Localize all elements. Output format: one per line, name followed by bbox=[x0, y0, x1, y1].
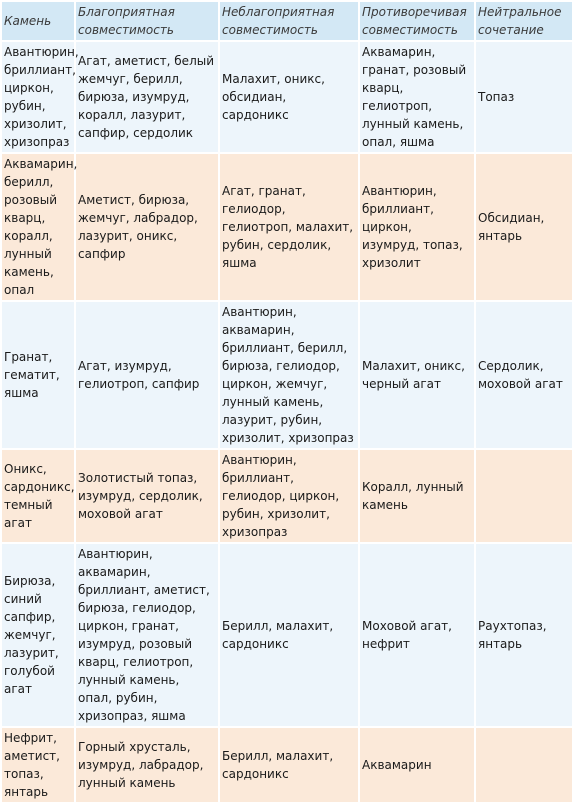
cell-stone: Авантюрин, бриллиант, циркон, рубин, хри… bbox=[2, 42, 79, 152]
cell-unfavorable: Берилл, малахит, сардоникс bbox=[220, 544, 358, 726]
cell-neutral: Раухтопаз, янтарь bbox=[476, 544, 572, 726]
cell-favorable: Горный хрусталь, изумруд, лабрадор, лунн… bbox=[76, 728, 218, 802]
cell-stone: Аквамарин, берилл, розовый кварц, коралл… bbox=[2, 154, 77, 300]
cell-neutral bbox=[476, 728, 572, 802]
cell-contradictory: Малахит, оникс, черный агат bbox=[360, 302, 474, 448]
cell-favorable: Аметист, бирюза, жемчуг, лабрадор, лазур… bbox=[76, 154, 218, 300]
header-stone: Камень bbox=[2, 2, 74, 40]
cell-unfavorable: Агат, гранат, гелиодор, гелиотроп, малах… bbox=[220, 154, 358, 300]
cell-unfavorable: Малахит, оникс, обсидиан, сардоникс bbox=[220, 42, 358, 152]
cell-contradictory: Авантюрин, бриллиант, циркон, изумруд, т… bbox=[360, 154, 474, 300]
cell-favorable: Агат, изумруд, гелиотроп, сапфир bbox=[76, 302, 218, 448]
cell-contradictory: Аквамарин, гранат, розовый кварц, гелиот… bbox=[360, 42, 474, 152]
cell-contradictory: Моховой агат, нефрит bbox=[360, 544, 474, 726]
cell-contradictory: Коралл, лунный камень bbox=[360, 450, 474, 542]
table-row: Аквамарин, берилл, розовый кварц, коралл… bbox=[2, 154, 572, 300]
header-favorable: Благоприятная совместимость bbox=[76, 2, 218, 40]
cell-favorable: Агат, аметист, белый жемчуг, берилл, бир… bbox=[76, 42, 218, 152]
cell-stone: Гранат, гематит, яшма bbox=[2, 302, 74, 448]
table-row: Гранат, гематит, яшма Агат, изумруд, гел… bbox=[2, 302, 572, 448]
cell-unfavorable: Авантюрин, аквамарин, бриллиант, берилл,… bbox=[220, 302, 358, 448]
header-row: Камень Благоприятная совместимость Небла… bbox=[2, 2, 572, 40]
cell-neutral: Сердолик, моховой агат bbox=[476, 302, 572, 448]
header-unfavorable: Неблагоприятная совместимость bbox=[220, 2, 358, 40]
table-row: Авантюрин, бриллиант, циркон, рубин, хри… bbox=[2, 42, 572, 152]
cell-stone: Оникс, сардоникс, темный агат bbox=[2, 450, 75, 542]
cell-neutral: Топаз bbox=[476, 42, 572, 152]
cell-stone: Бирюза, синий сапфир, жемчуг, лазурит, г… bbox=[2, 544, 74, 726]
header-contradictory: Противоречивая совместимость bbox=[360, 2, 474, 40]
table-row: Оникс, сардоникс, темный агат Золотистый… bbox=[2, 450, 572, 542]
cell-stone: Нефрит, аметист, топаз, янтарь bbox=[2, 728, 74, 802]
table-row: Нефрит, аметист, топаз, янтарь Горный хр… bbox=[2, 728, 572, 802]
cell-contradictory: Аквамарин bbox=[360, 728, 474, 802]
table-row: Бирюза, синий сапфир, жемчуг, лазурит, г… bbox=[2, 544, 572, 726]
cell-neutral bbox=[476, 450, 572, 542]
cell-favorable: Золотистый топаз, изумруд, сердолик, мох… bbox=[76, 450, 218, 542]
cell-unfavorable: Берилл, малахит, сардоникс bbox=[220, 728, 358, 802]
header-neutral: Нейтральное сочетание bbox=[476, 2, 572, 40]
cell-favorable: Авантюрин, аквамарин, бриллиант, аметист… bbox=[76, 544, 218, 726]
cell-unfavorable: Авантюрин, бриллиант, гелиодор, циркон, … bbox=[220, 450, 358, 542]
cell-neutral: Обсидиан, янтарь bbox=[476, 154, 572, 300]
